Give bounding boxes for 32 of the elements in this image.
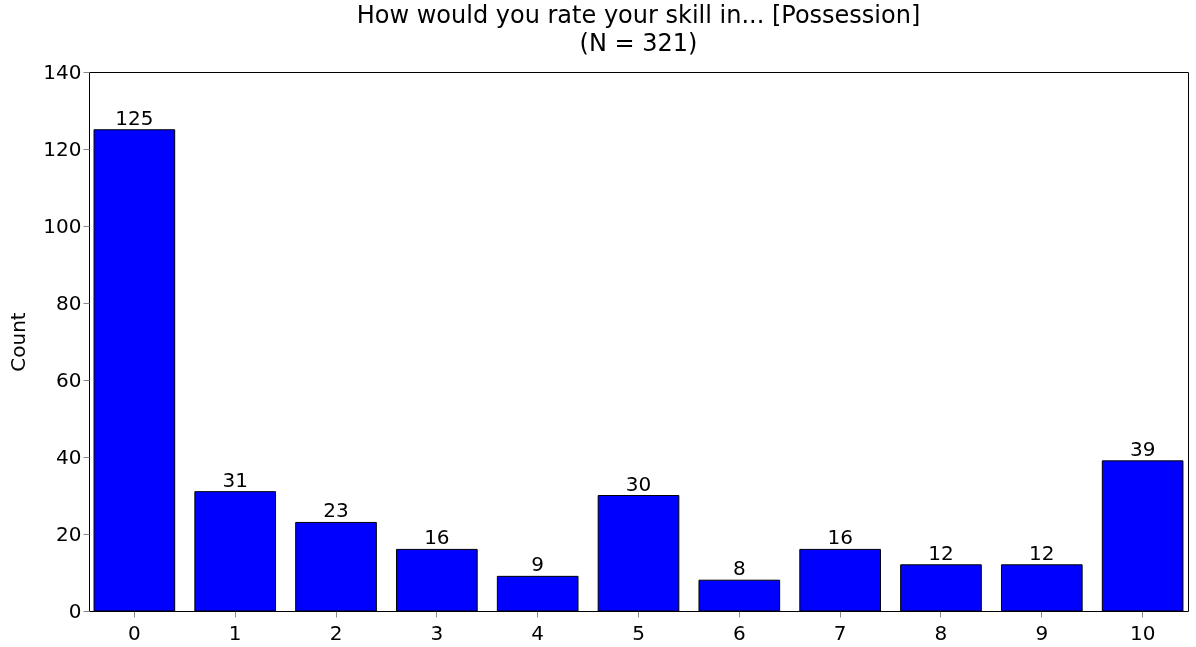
data-label: 8 [732,556,746,581]
data-label: 12 [1029,540,1055,565]
x-tick-label: 3 [430,620,444,645]
y-axis-title: Count [6,312,31,372]
x-tick-label: 8 [934,620,948,645]
x-tick-label: 7 [833,620,847,645]
chart-title: How would you rate your skill in... [Possession] (N = 321) [356,1,921,57]
y-tick-label: 0 [68,598,82,623]
data-label: 12 [928,540,954,565]
data-label: 125 [115,105,154,130]
y-tick-label: 20 [56,521,82,546]
x-tick-label: 0 [128,620,141,645]
data-label: 23 [323,498,349,523]
y-tick-label: 140 [43,59,82,84]
x-tick-label: 5 [632,620,645,645]
x-tick-label: 10 [1129,620,1156,645]
data-label: 30 [625,471,652,496]
data-label: 39 [1129,436,1156,461]
data-label: 9 [531,552,545,577]
x-tick-label: 1 [228,620,242,645]
y-tick-label: 60 [56,367,82,392]
x-tick-label: 4 [531,620,545,645]
data-label: 31 [222,467,248,492]
data-label: 16 [827,525,853,550]
x-tick-label: 2 [329,620,343,645]
x-tick-label: 6 [732,620,746,645]
y-tick-label: 80 [56,290,82,315]
x-tick-label: 9 [1035,620,1049,645]
data-label: 16 [424,525,450,550]
y-tick-label: 120 [43,136,82,161]
y-tick-label: 100 [43,213,82,238]
y-tick-label: 40 [56,444,82,469]
